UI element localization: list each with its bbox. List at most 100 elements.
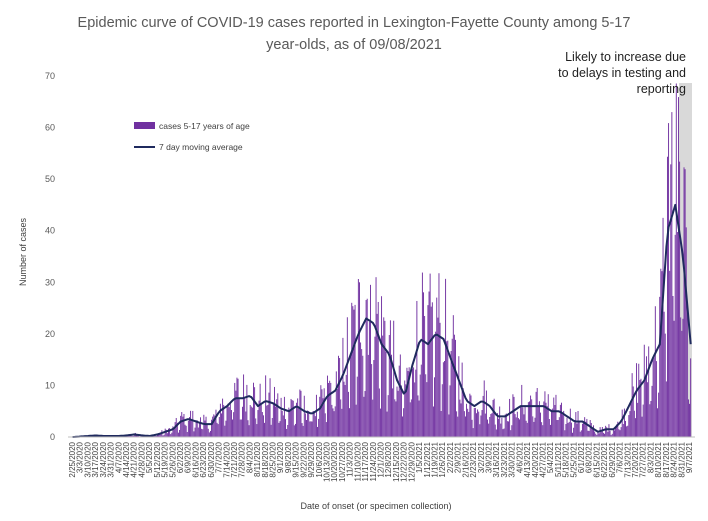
case-bar bbox=[578, 420, 580, 437]
x-tick-label: 4/27/2021 bbox=[539, 441, 548, 477]
case-bar bbox=[392, 388, 394, 437]
case-bar bbox=[525, 420, 527, 437]
case-bar bbox=[222, 398, 224, 437]
case-bar bbox=[662, 217, 664, 437]
case-bar bbox=[206, 424, 208, 437]
x-tick-label: 3/2/2021 bbox=[477, 441, 486, 473]
case-bar bbox=[247, 420, 249, 437]
case-bar bbox=[175, 417, 177, 437]
case-bar bbox=[215, 409, 217, 437]
y-axis-ticks: 0 10 20 30 40 50 60 70 bbox=[45, 71, 55, 442]
case-bar bbox=[548, 419, 550, 437]
case-bar bbox=[637, 402, 639, 437]
case-bar bbox=[313, 411, 315, 437]
case-bar bbox=[444, 360, 445, 437]
case-bar bbox=[349, 408, 351, 437]
x-tick-label: 11/3/2020 bbox=[346, 441, 355, 477]
y-tick-label: 10 bbox=[45, 380, 55, 390]
x-tick-label: 7/20/2021 bbox=[631, 441, 640, 477]
case-bar bbox=[255, 418, 257, 437]
case-bar bbox=[329, 380, 331, 437]
x-tick-label: 3/23/2021 bbox=[500, 441, 509, 477]
x-tick-label: 6/30/2020 bbox=[207, 441, 216, 477]
case-bar bbox=[344, 385, 346, 437]
case-bar bbox=[360, 342, 362, 437]
case-bar bbox=[466, 403, 468, 437]
case-bar bbox=[568, 421, 570, 437]
case-bar bbox=[421, 272, 423, 437]
case-bar bbox=[523, 414, 525, 437]
x-tick-label: 6/16/2020 bbox=[191, 441, 200, 477]
case-bar bbox=[398, 365, 400, 437]
case-bar bbox=[473, 408, 475, 437]
case-bar bbox=[229, 402, 231, 437]
case-bar bbox=[126, 435, 128, 437]
case-bar bbox=[432, 406, 434, 437]
case-bar bbox=[522, 407, 524, 437]
case-bar bbox=[581, 423, 583, 437]
case-bar bbox=[253, 382, 254, 437]
case-bar bbox=[638, 363, 640, 437]
case-bar bbox=[420, 364, 422, 437]
case-bar bbox=[374, 336, 376, 437]
case-bar bbox=[626, 426, 628, 437]
case-bar bbox=[640, 378, 642, 437]
case-bar bbox=[172, 426, 174, 437]
case-bar bbox=[307, 410, 309, 437]
case-bar bbox=[372, 399, 374, 437]
case-bar bbox=[293, 425, 295, 437]
case-bar bbox=[642, 404, 644, 437]
x-tick-label: 6/2/2020 bbox=[176, 441, 185, 473]
case-bar bbox=[303, 395, 305, 437]
case-bar bbox=[657, 408, 658, 437]
x-tick-label: 5/4/2021 bbox=[546, 441, 555, 473]
case-bar bbox=[499, 406, 501, 437]
x-tick-label: 5/19/2020 bbox=[161, 441, 170, 477]
case-bar bbox=[471, 419, 473, 437]
case-bar bbox=[651, 385, 653, 437]
case-bar bbox=[622, 424, 624, 437]
case-bar bbox=[623, 408, 625, 437]
legend: cases 5-17 years of age 7 day moving ave… bbox=[134, 121, 250, 152]
case-bar bbox=[511, 425, 513, 437]
case-bar bbox=[418, 400, 420, 437]
x-tick-label: 3/3/2020 bbox=[76, 441, 85, 473]
daily-case-bars bbox=[75, 83, 692, 438]
case-bar bbox=[679, 161, 681, 437]
case-bar bbox=[644, 378, 646, 437]
case-bar bbox=[585, 421, 587, 437]
case-bar bbox=[639, 380, 641, 437]
case-bar bbox=[477, 409, 479, 437]
x-tick-label: 10/6/2020 bbox=[315, 441, 324, 477]
case-bar bbox=[676, 232, 678, 437]
case-bar bbox=[404, 380, 406, 437]
case-bar bbox=[386, 411, 388, 437]
case-bar bbox=[407, 371, 409, 437]
case-bar bbox=[341, 408, 343, 437]
case-bar bbox=[343, 381, 345, 437]
case-bar bbox=[339, 358, 341, 437]
seven-day-average-line bbox=[72, 203, 692, 438]
x-tick-label: 2/23/2021 bbox=[469, 441, 478, 477]
case-bar bbox=[160, 432, 162, 437]
case-bar bbox=[547, 394, 549, 437]
case-bar bbox=[614, 430, 615, 437]
case-bar bbox=[302, 425, 304, 437]
case-bar bbox=[257, 410, 259, 437]
case-bar bbox=[174, 422, 176, 437]
case-bar bbox=[166, 433, 168, 437]
case-bar bbox=[321, 389, 323, 437]
x-tick-label: 7/13/2021 bbox=[623, 441, 632, 477]
case-bar bbox=[381, 296, 383, 437]
case-bar bbox=[442, 362, 444, 437]
case-bar bbox=[272, 404, 274, 437]
case-bar bbox=[332, 408, 334, 437]
case-bar bbox=[301, 423, 303, 437]
case-bar bbox=[227, 403, 229, 437]
case-bar bbox=[377, 301, 379, 437]
case-bar bbox=[467, 408, 469, 437]
case-bar bbox=[493, 398, 495, 437]
case-bar bbox=[596, 434, 598, 437]
annotation-line-2: to delays in testing and bbox=[558, 66, 686, 80]
case-bar bbox=[138, 435, 140, 437]
